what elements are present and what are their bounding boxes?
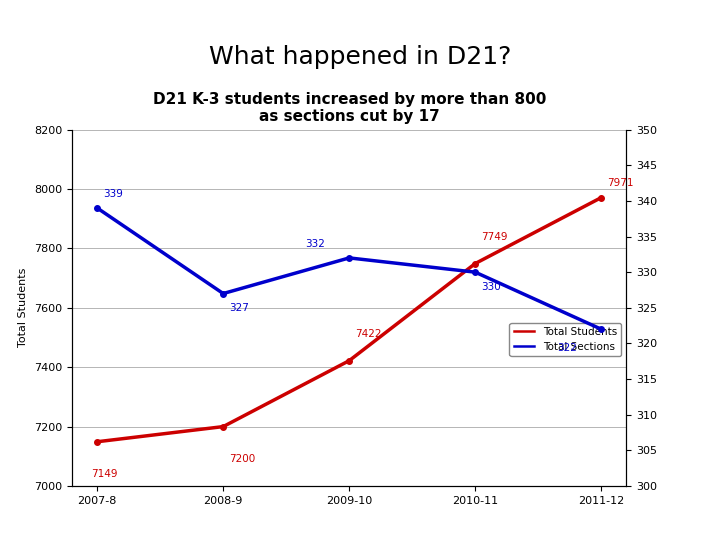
Text: 330: 330 xyxy=(482,282,501,292)
Text: What happened in D21?: What happened in D21? xyxy=(209,45,511,69)
Y-axis label: Total Students: Total Students xyxy=(19,268,29,347)
Title: D21 K-3 students increased by more than 800
as sections cut by 17: D21 K-3 students increased by more than … xyxy=(153,92,546,124)
Text: 7149: 7149 xyxy=(91,469,117,480)
Legend: Total Students, Total Sections: Total Students, Total Sections xyxy=(510,322,621,356)
Text: 322: 322 xyxy=(557,342,577,353)
Text: 7749: 7749 xyxy=(482,232,508,242)
Text: 7200: 7200 xyxy=(230,454,256,464)
Text: 327: 327 xyxy=(230,303,249,313)
Text: 332: 332 xyxy=(305,239,325,249)
Text: 7422: 7422 xyxy=(356,329,382,339)
Text: 7971: 7971 xyxy=(608,178,634,188)
Text: 339: 339 xyxy=(104,190,123,199)
